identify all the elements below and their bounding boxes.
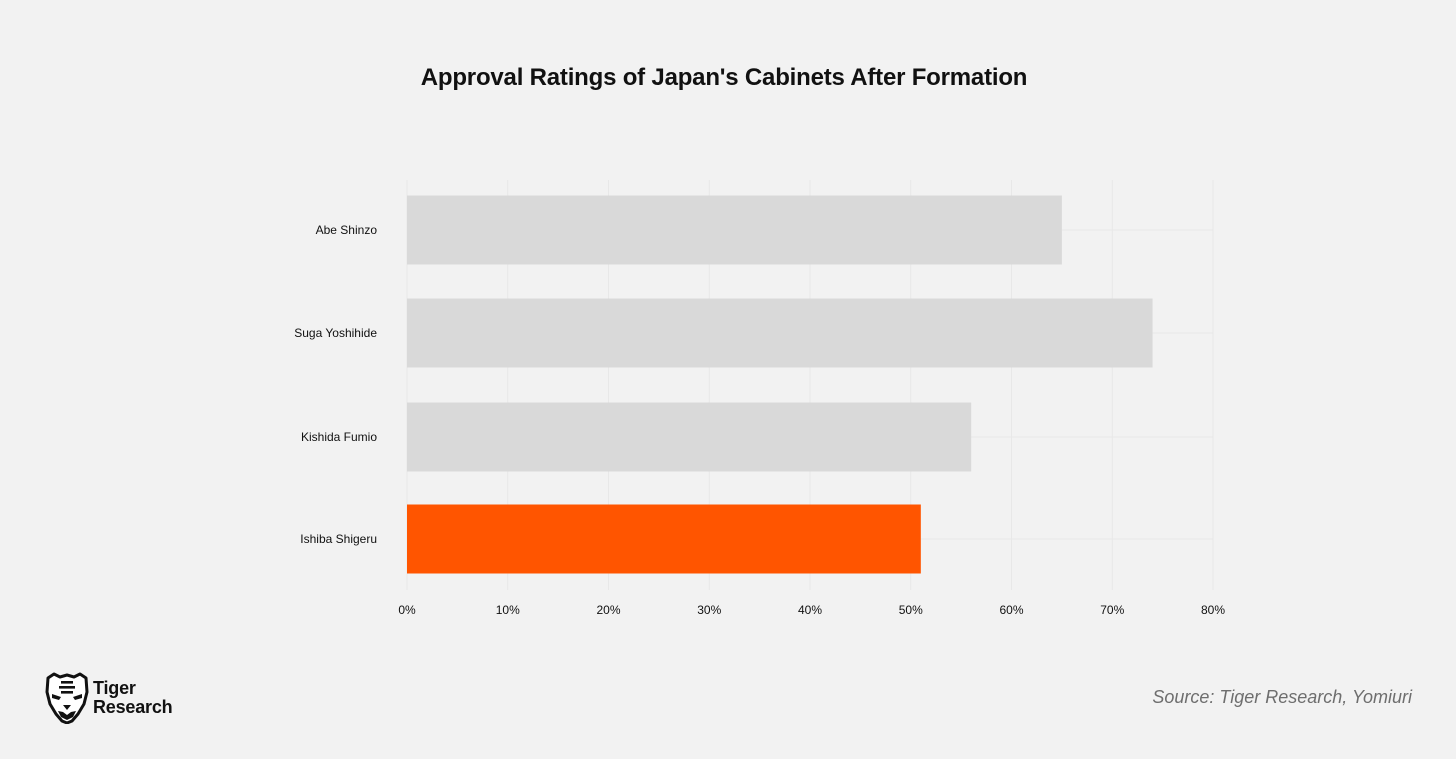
category-labels: Abe Shinzo Suga Yoshihide Kishida Fumio Ish… [294, 223, 377, 546]
x-tick-label: 70% [1100, 603, 1124, 617]
x-tick-label: 60% [999, 603, 1023, 617]
x-axis-ticks: 0% 10% 20% 30% 40% 50% 60% 70% 80% [398, 603, 1225, 617]
brand-name-line2: Research [93, 697, 173, 717]
bar-suga-yoshihide [407, 298, 1153, 368]
bar-ishiba-shigeru [407, 504, 921, 574]
source-note: Source: Tiger Research, Yomiuri [1152, 687, 1412, 707]
chart-title: Approval Ratings of Japan's Cabinets Aft… [420, 64, 1028, 91]
bar-abe-shinzo [407, 195, 1062, 265]
x-tick-label: 80% [1201, 603, 1225, 617]
x-tick-label: 50% [899, 603, 923, 617]
category-label: Kishida Fumio [301, 430, 377, 444]
x-tick-label: 20% [596, 603, 620, 617]
bars [407, 195, 1153, 574]
category-label: Suga Yoshihide [294, 326, 377, 340]
tiger-face-icon [45, 672, 89, 724]
x-tick-label: 30% [697, 603, 721, 617]
x-tick-label: 0% [398, 603, 416, 617]
x-tick-label: 10% [496, 603, 520, 617]
brand-name: Tiger Research [93, 678, 173, 717]
x-tick-label: 40% [798, 603, 822, 617]
category-label: Ishiba Shigeru [300, 532, 377, 546]
category-label: Abe Shinzo [316, 223, 378, 237]
brand: Tiger Research [44, 672, 173, 724]
brand-name-line1: Tiger [93, 678, 136, 698]
bar-kishida-fumio [407, 402, 972, 472]
